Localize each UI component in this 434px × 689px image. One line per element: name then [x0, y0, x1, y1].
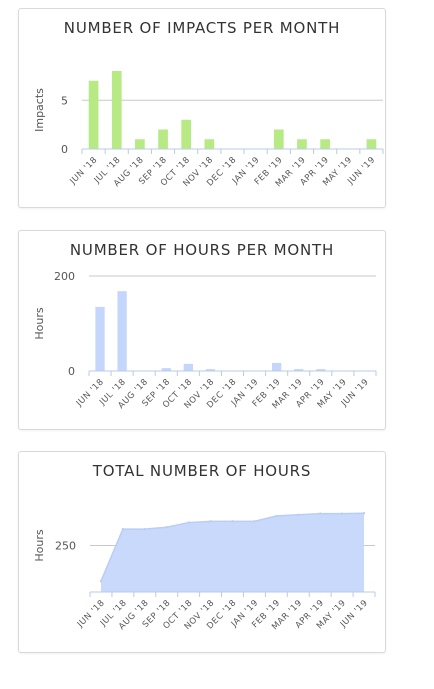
y-axis-label: Impacts [33, 88, 46, 132]
data-point [209, 520, 212, 523]
area-fill [100, 513, 365, 592]
data-point [362, 512, 366, 515]
data-point [340, 512, 344, 515]
bar [158, 129, 168, 149]
bar [95, 306, 105, 371]
impacts-per-month-card: NUMBER OF IMPACTS PER MONTH Impacts 0 5 JUN… [18, 8, 386, 208]
bar [161, 368, 171, 371]
bar [294, 369, 304, 371]
data-point [253, 520, 256, 523]
bar [117, 291, 127, 371]
y-axis-label: Hours [33, 307, 46, 339]
y-axis-label: Hours [33, 529, 46, 561]
data-point [187, 521, 190, 524]
data-point [275, 514, 278, 518]
hours-per-month-card: NUMBER OF HOURS PER MONTH Hours 0 200 JUN '… [18, 230, 386, 430]
y-tick-label: 200 [54, 270, 75, 283]
data-point [318, 512, 322, 515]
data-point [99, 579, 103, 583]
bar [183, 363, 193, 371]
chart-title: NUMBER OF HOURS PER MONTH [69, 241, 335, 259]
y-tick-label: 250 [55, 540, 76, 553]
data-point [121, 527, 125, 531]
bar [272, 362, 282, 371]
data-point [143, 527, 147, 531]
bar [181, 119, 192, 149]
bar [320, 139, 330, 149]
chart-title: NUMBER OF IMPACTS PER MONTH [63, 19, 341, 37]
total-hours-card: TOTAL NUMBER OF HOURS Hours 250 JUN '18 JUL… [18, 451, 386, 653]
bar [204, 139, 215, 149]
bar [111, 71, 122, 149]
bar [316, 369, 326, 371]
y-tick-label: 5 [61, 94, 68, 107]
bar [88, 80, 99, 149]
y-tick-label: 0 [68, 365, 75, 378]
bar [135, 139, 145, 149]
bar [366, 139, 377, 149]
y-tick-label: 0 [61, 143, 68, 156]
bar [205, 369, 216, 371]
bar [273, 129, 284, 149]
data-point [165, 526, 168, 529]
chart-title: TOTAL NUMBER OF HOURS [92, 462, 312, 480]
data-point [231, 520, 234, 523]
x-tick-label: JUN '18 [68, 155, 100, 187]
data-point [297, 513, 300, 517]
bar [297, 139, 307, 149]
